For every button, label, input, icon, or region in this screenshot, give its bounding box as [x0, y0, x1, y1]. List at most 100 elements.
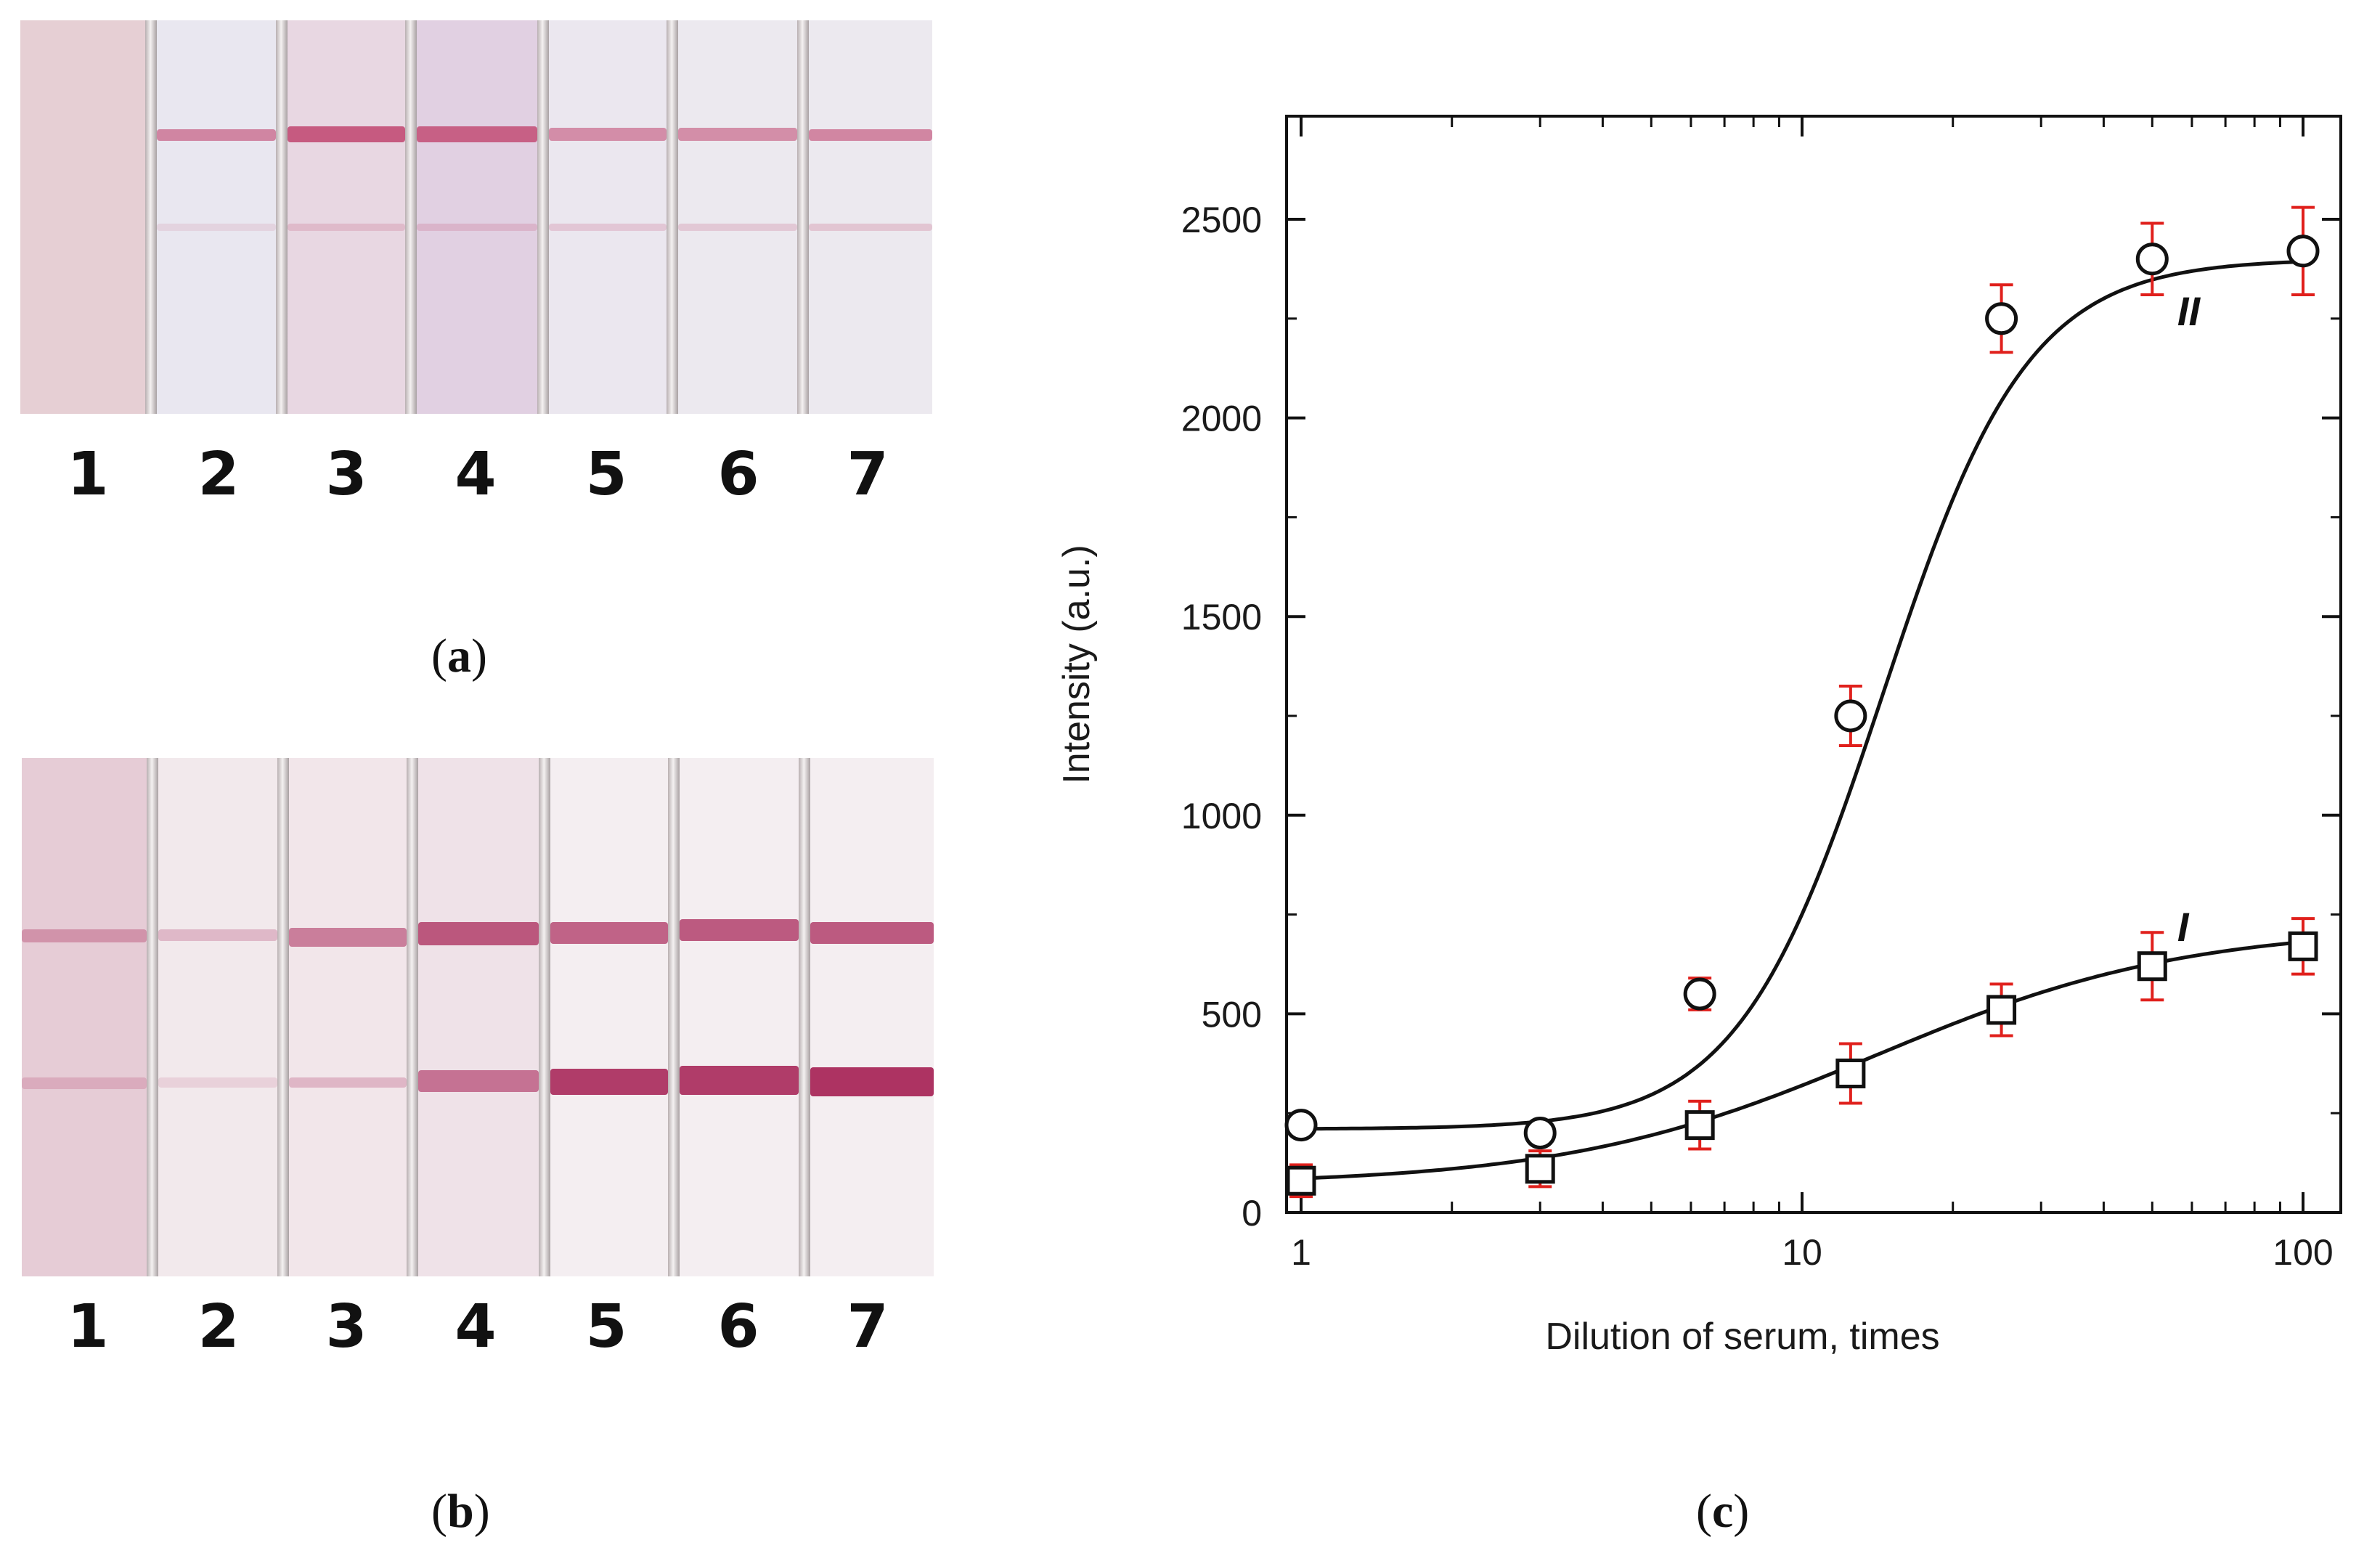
strip-band	[418, 922, 539, 945]
fit-curve-I	[1300, 940, 2304, 1181]
lane-label-2: 2	[197, 1292, 240, 1361]
marker-circle-II	[1284, 1109, 1318, 1142]
lane-label-4: 4	[455, 440, 497, 509]
lane-label-3: 3	[325, 440, 367, 509]
strip-band	[678, 224, 797, 231]
marker-circle-II	[2135, 242, 2169, 276]
x-tick-label: 1	[1291, 1232, 1311, 1273]
test-strip-5	[549, 20, 667, 414]
marker-square-I	[1286, 1165, 1316, 1196]
lane-label-6: 6	[717, 440, 759, 509]
lane-label-1: 1	[67, 440, 109, 509]
strip-divider	[277, 758, 289, 1276]
strip-band	[157, 129, 276, 141]
strip-band	[550, 922, 668, 944]
series-labels: III	[2177, 288, 2201, 950]
marker-square-I	[1835, 1058, 1866, 1088]
marker-circle-II	[1834, 699, 1867, 733]
marker-square-I	[1986, 995, 2017, 1025]
strip-band	[22, 929, 147, 942]
y-tick-label: 500	[1202, 994, 1262, 1035]
strip-band	[289, 928, 407, 947]
strip-band	[549, 128, 667, 141]
strip-band	[809, 224, 932, 231]
strip-band	[550, 1069, 668, 1095]
marker-circle-II	[2286, 235, 2320, 268]
marker-square-I	[1684, 1110, 1715, 1141]
strip-band	[157, 224, 276, 231]
y-axis-ticks: 0 500 1000 1500 2000 2500	[1181, 200, 2341, 1234]
x-axis-ticks: 1 10 100	[1291, 116, 2334, 1273]
strip-divider	[145, 20, 157, 414]
test-strip-7	[810, 758, 934, 1276]
fit-curves	[1300, 259, 2304, 1181]
strip-band	[289, 1077, 407, 1088]
lane-label-6: 6	[717, 1292, 759, 1361]
test-strip-1	[22, 758, 147, 1276]
strip-band	[810, 1067, 934, 1096]
test-strip-2	[157, 20, 276, 414]
test-strip-1	[20, 20, 145, 414]
strip-divider	[537, 20, 549, 414]
lane-label-5: 5	[585, 440, 627, 509]
marker-circle-II	[1523, 1117, 1557, 1150]
caption-a: (a)	[431, 629, 487, 682]
test-strip-6	[678, 20, 797, 414]
test-strip-3	[288, 20, 405, 414]
test-strip-6	[680, 758, 799, 1276]
y-tick-label: 0	[1242, 1193, 1262, 1234]
strip-divider	[276, 20, 288, 414]
series-label-II: II	[2177, 288, 2201, 334]
x-axis-title: Dilution of serum, times	[1545, 1316, 1939, 1358]
data-markers	[1284, 235, 2320, 1196]
strip-band	[158, 929, 277, 941]
x-tick-label: 100	[2273, 1232, 2333, 1273]
strip-band	[680, 1066, 799, 1095]
strip-divider	[539, 758, 550, 1276]
strip-band	[288, 224, 405, 231]
strip-band	[678, 128, 797, 141]
caption-c: (c)	[1696, 1485, 1750, 1538]
strip-divider	[668, 758, 680, 1276]
strip-divider	[405, 20, 417, 414]
strip-band	[417, 224, 537, 231]
y-tick-label: 2500	[1181, 200, 1262, 240]
fit-curve-II	[1301, 259, 2304, 1131]
y-tick-label: 1000	[1181, 796, 1262, 836]
strip-divider	[667, 20, 678, 414]
y-tick-label: 1500	[1181, 597, 1262, 637]
plot-frame	[1285, 115, 2342, 1214]
marker-square-I	[2137, 951, 2167, 982]
lane-label-4: 4	[455, 1292, 497, 1361]
strip-divider	[407, 758, 418, 1276]
test-strips-photo-a	[20, 20, 932, 414]
lane-label-5: 5	[585, 1292, 627, 1361]
test-strips-photo-b	[22, 758, 934, 1276]
strip-divider	[147, 758, 158, 1276]
test-strip-3	[289, 758, 407, 1276]
test-strip-7	[809, 20, 932, 414]
strip-band	[158, 1077, 277, 1088]
x-tick-label: 10	[1782, 1232, 1822, 1273]
marker-circle-II	[1985, 302, 2018, 335]
series-label-I: I	[2177, 904, 2190, 950]
marker-circle-II	[1683, 977, 1716, 1011]
strip-band	[418, 1070, 539, 1092]
test-strip-2	[158, 758, 277, 1276]
marker-square-I	[2288, 931, 2318, 961]
caption-b: (b)	[431, 1485, 490, 1538]
lane-label-7: 7	[847, 1292, 889, 1361]
test-strip-5	[550, 758, 668, 1276]
y-tick-label: 2000	[1181, 399, 1262, 439]
marker-square-I	[1525, 1154, 1555, 1184]
test-strip-4	[417, 20, 537, 414]
lane-label-2: 2	[197, 440, 240, 509]
strip-band	[549, 224, 667, 231]
lane-label-1: 1	[67, 1292, 109, 1361]
strip-band	[810, 922, 934, 944]
strip-band	[22, 1077, 147, 1089]
lane-label-3: 3	[325, 1292, 367, 1361]
strip-band	[288, 126, 405, 142]
y-axis-title: Intensity (a.u.)	[1056, 545, 1098, 783]
